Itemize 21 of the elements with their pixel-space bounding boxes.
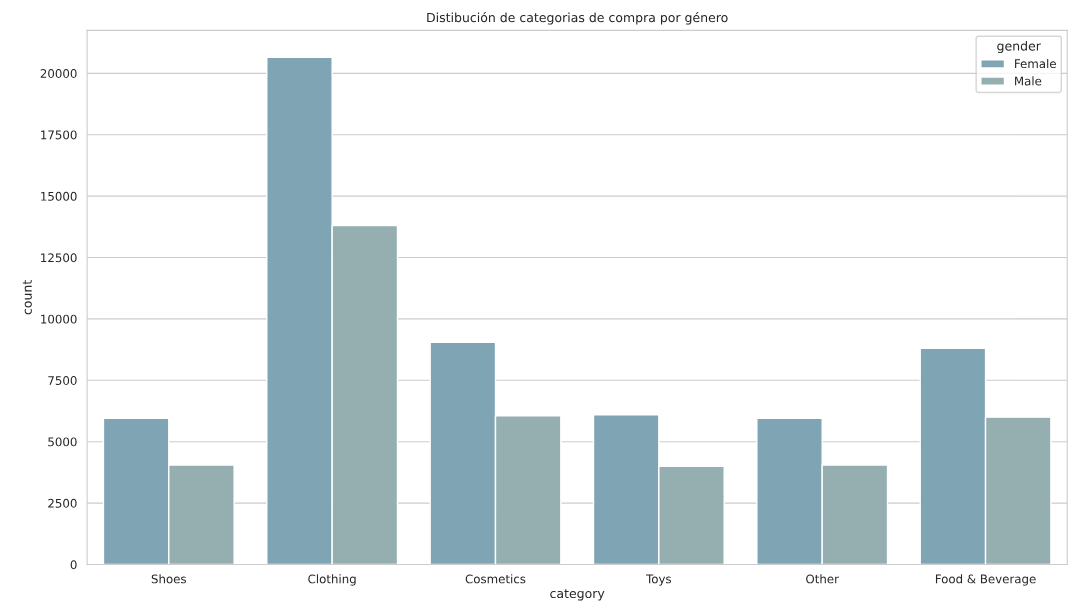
y-tick-label: 0 <box>70 560 77 570</box>
y-tick-label: 5000 <box>48 437 77 447</box>
x-tick-label: Clothing <box>308 574 356 586</box>
x-tick-label: Food & Beverage <box>935 574 1036 586</box>
y-tick-label: 7500 <box>48 376 77 385</box>
y-tick-label: 10000 <box>41 314 77 324</box>
legend-label: Male <box>1015 76 1042 86</box>
y-tick-label: 17500 <box>41 130 77 140</box>
chart-title: Distibución de categorias de compra por género <box>427 12 728 25</box>
y-tick-label: 20000 <box>40 69 77 78</box>
y-tick-label: 15000 <box>41 191 77 201</box>
x-tick-label: Shoes <box>151 574 187 584</box>
legend-label: Female <box>1015 58 1056 69</box>
y-tick-label: 2500 <box>48 498 77 508</box>
x-axis-title: category <box>550 589 605 601</box>
x-tick-label: Toys <box>646 574 672 586</box>
x-tick-label: Cosmetics <box>465 574 526 584</box>
legend-title: gender <box>997 40 1041 54</box>
x-tick-label: Other <box>806 574 839 584</box>
y-tick-label: 12500 <box>41 253 77 263</box>
y-axis-title: count <box>22 280 32 315</box>
